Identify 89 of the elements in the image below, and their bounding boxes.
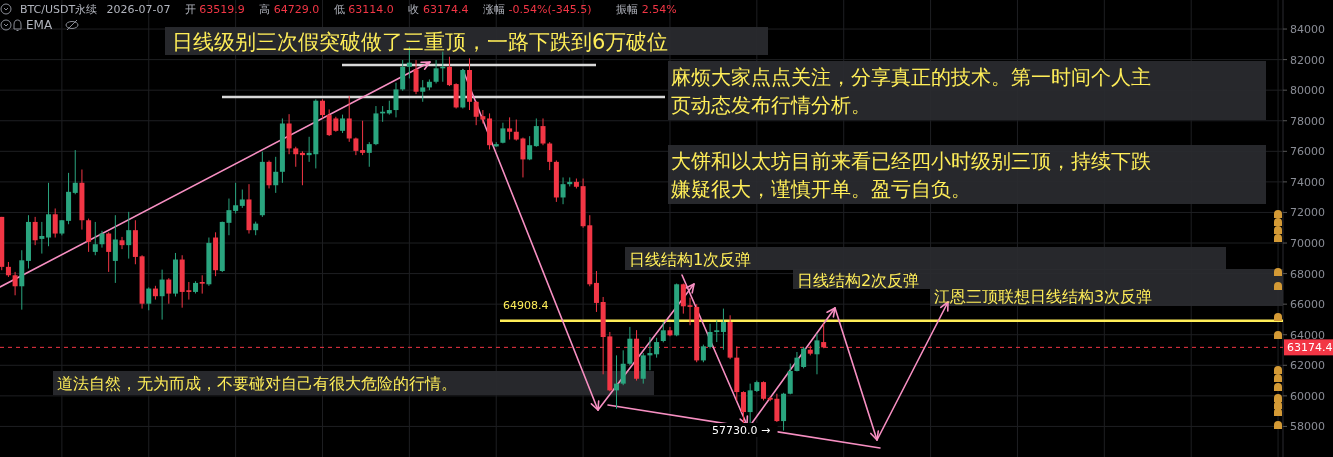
annotation: 日线级别三次假突破做了三重顶，一路下跌到6万破位	[172, 30, 669, 54]
annotation: 麻烦大家点点关注，分享真正的技术。第一时间个人主页动态发布行情分析。	[671, 65, 1151, 117]
y-tick-label: 66000	[1290, 298, 1325, 312]
candlestick	[239, 189, 245, 209]
annotation: 收 63174.4	[408, 3, 469, 16]
candlestick	[360, 120, 366, 156]
y-tick-label: 82000	[1290, 53, 1325, 67]
candlestick	[801, 346, 807, 369]
candlestick	[761, 380, 767, 401]
y-tick-label: 78000	[1290, 114, 1325, 128]
candlestick	[420, 79, 426, 103]
candlestick	[593, 270, 599, 313]
annotation: 低 63114.0	[333, 3, 394, 16]
y-tick-label: 76000	[1290, 145, 1325, 159]
annotation: 日线结构1次反弹	[629, 250, 752, 269]
y-tick-label: 62000	[1290, 359, 1325, 373]
annotation: 开 63519.9	[184, 3, 245, 16]
candlestick	[52, 207, 58, 239]
annotation: 高 64729.0	[259, 3, 320, 16]
candlestick	[654, 337, 660, 359]
candlestick	[720, 308, 726, 351]
annotation: 57730.0 →	[712, 424, 771, 437]
candlestick	[707, 323, 713, 349]
candlestick	[740, 390, 746, 425]
candlestick	[92, 221, 98, 256]
candlestick	[106, 231, 112, 273]
candlestick	[680, 283, 686, 315]
y-tick-label: 60000	[1290, 389, 1325, 403]
candlestick	[266, 159, 272, 189]
annotation: EMA	[26, 18, 53, 32]
candlestick	[687, 297, 693, 326]
candlestick	[159, 269, 165, 321]
candlestick	[299, 150, 305, 186]
candlestick	[547, 141, 553, 171]
candlestick	[393, 82, 399, 118]
y-tick-label: 74000	[1290, 175, 1325, 189]
annotation: 振幅 2.54%	[616, 3, 677, 16]
candlestick	[126, 211, 132, 260]
candlestick	[560, 176, 566, 205]
candlestick	[433, 59, 439, 84]
candlestick	[814, 333, 820, 375]
candlestick	[119, 236, 125, 250]
candlestick	[319, 98, 325, 119]
candlestick	[714, 319, 720, 343]
candlestick	[46, 182, 52, 247]
candlestick	[507, 116, 513, 141]
y-tick-label: 72000	[1290, 206, 1325, 220]
y-tick-label: 68000	[1290, 267, 1325, 281]
ref-line-label: 64908.4	[503, 298, 549, 312]
candlestick	[446, 56, 452, 87]
candlestick	[199, 274, 205, 295]
candlestick	[540, 117, 546, 146]
y-tick-label: 64000	[1290, 328, 1325, 342]
candlestick	[233, 182, 239, 215]
candlestick	[400, 59, 406, 92]
ref-line-label: 63174.4	[1287, 341, 1333, 355]
candlestick	[453, 82, 459, 110]
candlestick	[640, 352, 646, 385]
candlestick	[72, 149, 78, 195]
candlestick	[86, 218, 92, 253]
candlestick	[366, 141, 372, 168]
y-tick-label: 80000	[1290, 84, 1325, 98]
candlestick	[346, 95, 352, 143]
y-tick-label: 70000	[1290, 237, 1325, 251]
candlestick	[32, 216, 38, 246]
chart-title: BTC/USDT永续	[20, 3, 98, 16]
candlestick	[787, 363, 793, 395]
candlestick	[166, 277, 172, 305]
candlestick	[146, 286, 152, 311]
candlestick	[533, 117, 539, 148]
candlestick	[293, 146, 299, 168]
candlestick	[660, 321, 666, 343]
candlestick	[39, 221, 45, 255]
candlestick	[647, 336, 653, 371]
candlestick	[413, 59, 419, 95]
y-tick-label: 84000	[1290, 23, 1325, 37]
annotation: 日线结构2次反弹	[797, 271, 920, 290]
candlestick	[112, 214, 118, 284]
annotation: 大饼和以太坊目前来看已经四小时级别三顶，持续下跌嫌疑很大，谨慎开单。盈亏自负。	[671, 149, 1151, 201]
candlestick	[12, 271, 18, 296]
candlestick	[340, 114, 346, 134]
annotation: 道法自然，无为而成，不要碰对自己有很大危险的行情。	[57, 374, 457, 393]
annotation: 涨幅 -0.54%(-345.5)	[483, 3, 592, 16]
candlestick	[273, 156, 279, 194]
y-tick-label: 58000	[1290, 420, 1325, 434]
candlestick	[527, 135, 533, 161]
chart-subtitle: 2026-07-07	[106, 3, 171, 16]
candlestick	[620, 349, 626, 386]
annotation: 江恩三顶联想日线结构3次反弹	[934, 287, 1153, 306]
